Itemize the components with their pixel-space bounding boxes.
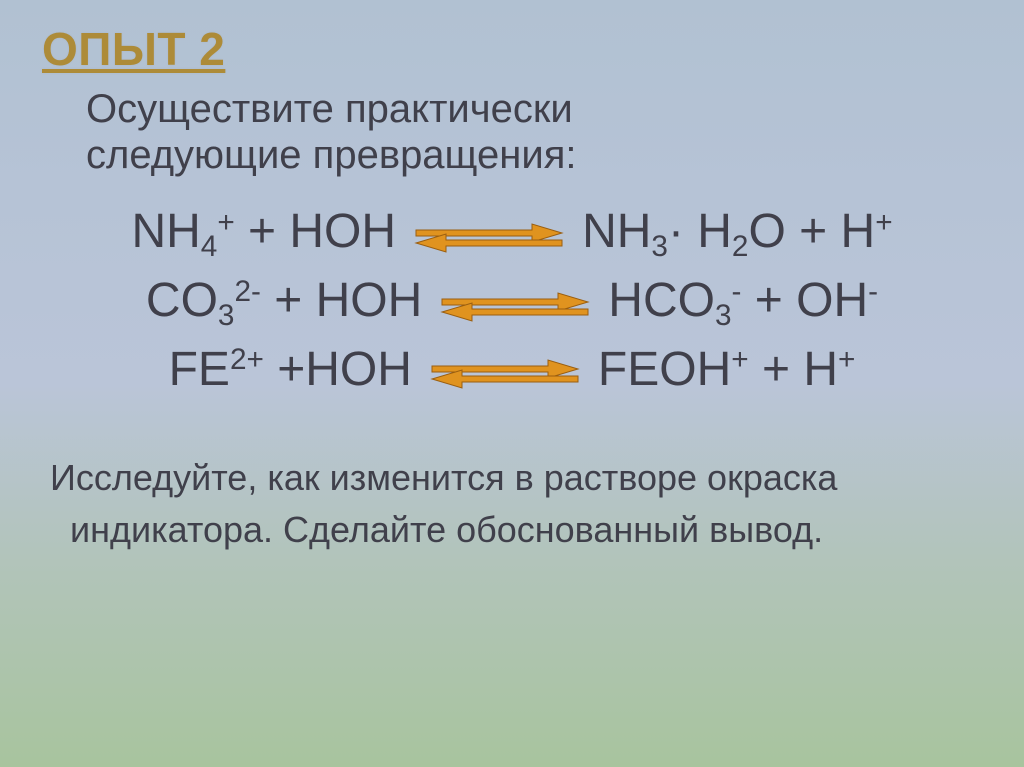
eq2-co3-sub: 3 — [218, 299, 235, 332]
eq2-lhs: CO32- + HOH — [146, 269, 422, 338]
intro-line2: следующие превращения: — [86, 133, 576, 177]
eq1-dot: · — [668, 205, 684, 258]
eq2-hco: HCO — [608, 274, 715, 327]
equation-1: NH4+ + HOH NH3· H2O + H+ — [131, 200, 892, 269]
footer-text: Исследуйте, как изменится в растворе окр… — [50, 452, 974, 556]
slide: ОПЫТ 2 Осуществите практически следующие… — [0, 0, 1024, 767]
eq1-rhs: NH3· H2O + H+ — [582, 200, 893, 269]
eq3-lhs: Fe2+ +HOH — [169, 338, 412, 403]
eq2-oh-sup: - — [868, 275, 878, 308]
eq3-plus2: + — [749, 343, 804, 396]
eq1-hoh: HOH — [289, 205, 396, 258]
equilibrium-arrow-icon — [414, 220, 564, 256]
slide-title: ОПЫТ 2 — [42, 22, 225, 76]
eq3-fe: Fe — [169, 343, 230, 396]
eq1-plus1: + — [235, 205, 290, 258]
eq2-hco3-sub: 3 — [715, 299, 732, 332]
eq1-h2o-sub: 2 — [732, 230, 749, 263]
eq3-fe-sup: 2+ — [230, 343, 264, 376]
eq2-hco3-sup: - — [732, 275, 742, 308]
eq3-rhs: FeOH+ + H+ — [598, 338, 855, 403]
eq1-nh4-sup: + — [217, 206, 234, 239]
eq2-oh: OH — [796, 274, 868, 327]
intro-text: Осуществите практически следующие превра… — [86, 86, 964, 178]
footer-line2: индикатора. Сделайте обоснованный вывод. — [70, 504, 974, 556]
eq1-nh4-sub: 4 — [201, 230, 218, 263]
eq1-nh3-sub: 3 — [651, 230, 668, 263]
eq3-hp-h: H — [803, 343, 838, 396]
eq2-hoh: HOH — [316, 274, 423, 327]
eq2-plus1: + — [261, 274, 316, 327]
eq3-hp-sup: + — [838, 343, 855, 376]
eq1-lhs: NH4+ + HOH — [131, 200, 396, 269]
eq1-nh3: NH — [582, 205, 651, 258]
intro-line1: Осуществите практически — [86, 87, 573, 131]
footer-line1: Исследуйте, как изменится в растворе окр… — [50, 452, 974, 504]
eq3-feoh-sup: + — [731, 343, 748, 376]
equations-block: NH4+ + HOH NH3· H2O + H+ CO32- + HOH — [0, 200, 1024, 402]
eq1-hp-sup: + — [875, 206, 892, 239]
eq1-h2o-h: H — [684, 205, 732, 258]
eq2-co3-sup: 2- — [234, 275, 260, 308]
equilibrium-arrow-icon — [430, 356, 580, 392]
equation-3: Fe2+ +HOH FeOH+ + H+ — [169, 338, 856, 403]
eq2-rhs: HCO3- + OH- — [608, 269, 878, 338]
eq2-plus2: + — [741, 274, 796, 327]
eq1-plus2: + — [786, 205, 841, 258]
eq1-h2o-o: O — [748, 205, 785, 258]
eq1-nh: NH — [131, 205, 200, 258]
eq1-hp-h: H — [841, 205, 876, 258]
eq3-hoh: HOH — [305, 343, 412, 396]
equilibrium-arrow-icon — [440, 289, 590, 325]
eq3-plus1: + — [264, 343, 305, 396]
equation-2: CO32- + HOH HCO3- + OH- — [146, 269, 878, 338]
eq2-co: CO — [146, 274, 218, 327]
eq3-feoh: FeOH — [598, 343, 731, 396]
